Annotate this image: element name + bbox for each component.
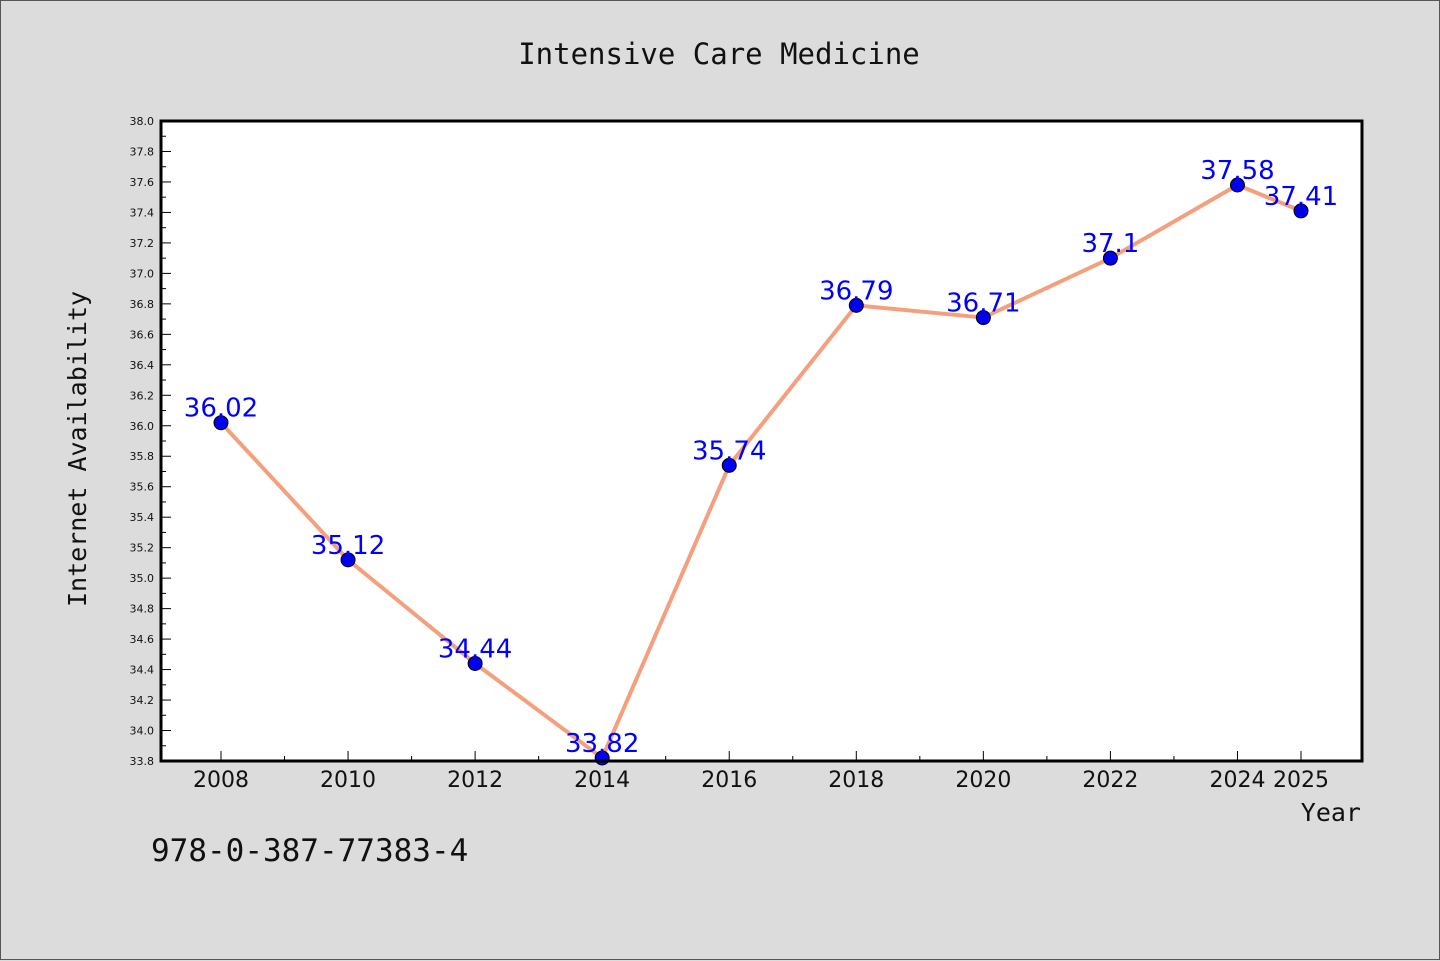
y-tick-label: 36.8 (130, 298, 155, 311)
y-tick-label: 34.6 (130, 633, 155, 646)
data-point (975, 310, 991, 326)
y-tick-label: 34.4 (130, 664, 155, 677)
y-tick-label: 37.6 (130, 176, 155, 189)
y-tick-label: 36.0 (130, 420, 155, 433)
x-axis-label: Year (1301, 798, 1361, 827)
y-axis-label: Internet Availability (63, 291, 92, 607)
y-tick-label: 37.2 (130, 237, 155, 250)
data-label: 37.58 (1200, 156, 1274, 186)
data-label: 36.71 (946, 289, 1020, 319)
series-layer: 36.02 35.12 34.44 33.82 35.74 36.79 36.71 37.1 3… (184, 156, 1338, 766)
x-tick-label: 2024 (1209, 768, 1265, 793)
x-tick-label: 2012 (447, 768, 503, 793)
y-tick-label: 37.0 (130, 267, 155, 280)
y-axis-ticks: 33.8 34.0 34.2 34.4 34.6 34.8 35.0 35.2 35.4 35.6… (130, 115, 171, 768)
y-tick-label: 36.4 (130, 359, 155, 372)
y-tick-label: 36.6 (130, 328, 155, 341)
data-point (1102, 250, 1118, 266)
y-tick-label: 35.4 (130, 511, 155, 524)
x-tick-label: 2018 (828, 768, 884, 793)
data-point (1229, 177, 1245, 193)
footer-code: 978-0-387-77383-4 (151, 833, 469, 869)
data-label: 33.82 (565, 729, 639, 759)
data-point (848, 297, 864, 313)
data-label: 36.02 (184, 394, 258, 424)
data-point (340, 552, 356, 568)
x-tick-label: 2014 (574, 768, 630, 793)
data-point (721, 457, 737, 473)
data-label: 35.12 (311, 531, 385, 561)
y-tick-label: 34.2 (130, 694, 155, 707)
y-tick-label: 38.0 (130, 115, 155, 128)
x-tick-label: 2022 (1082, 768, 1138, 793)
x-tick-label: 2020 (955, 768, 1011, 793)
data-label: 34.44 (438, 634, 512, 664)
y-tick-label: 34.8 (130, 603, 155, 616)
data-label: 37.1 (1081, 229, 1139, 259)
x-tick-label: 2010 (320, 768, 376, 793)
x-tick-label: 2025 (1273, 768, 1329, 793)
y-tick-label: 34.0 (130, 725, 155, 738)
chart-title: Intensive Care Medicine (518, 37, 920, 71)
x-tick-label: 2016 (701, 768, 757, 793)
y-tick-label: 37.4 (130, 206, 155, 219)
y-tick-label: 37.8 (130, 145, 155, 158)
data-point (467, 655, 483, 671)
y-tick-label: 35.6 (130, 481, 155, 494)
x-tick-label: 2008 (193, 768, 249, 793)
data-point (1293, 203, 1309, 219)
data-label: 36.79 (819, 276, 893, 306)
data-point (213, 415, 229, 431)
data-label: 35.74 (692, 436, 766, 466)
y-tick-label: 33.8 (130, 755, 155, 768)
series-line (219, 183, 1303, 760)
x-axis-ticks: 2008 2010 2012 2014 2016 2018 2020 2022 2024 2025 (193, 751, 1329, 793)
y-tick-label: 35.2 (130, 542, 155, 555)
y-tick-label: 35.8 (130, 450, 155, 463)
plot-border (159, 119, 1364, 763)
data-label: 37.41 (1264, 182, 1338, 212)
y-tick-label: 35.0 (130, 572, 155, 585)
y-tick-label: 36.2 (130, 389, 155, 402)
